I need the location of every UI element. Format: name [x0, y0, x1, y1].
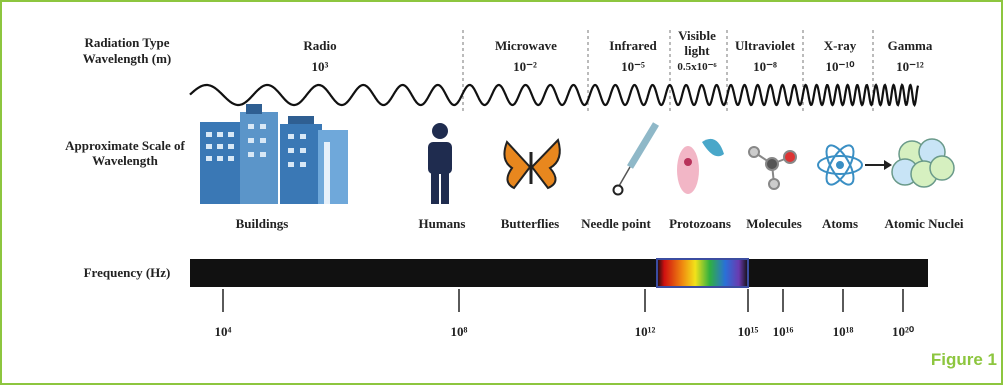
frequency-label: Frequency (Hz)	[62, 265, 192, 280]
protozoan-icon	[677, 139, 724, 194]
needle-icon	[614, 124, 657, 195]
band-wavelength: 10⁻¹²	[875, 59, 945, 74]
frequency-tick-label: 10⁴	[193, 324, 253, 339]
visible-spectrum	[657, 259, 748, 287]
molecule-icon	[749, 147, 796, 189]
butterfly-icon	[504, 140, 559, 188]
band-name: X-ray	[810, 38, 870, 53]
human-icon	[428, 123, 452, 204]
frequency-tick-label: 10¹²	[615, 324, 675, 339]
frequency-bar	[190, 259, 928, 287]
frequency-tick-label: 10¹⁶	[753, 324, 813, 339]
object-label: Atomic Nuclei	[874, 216, 974, 231]
object-label: Butterflies	[480, 216, 580, 231]
band-wavelength: 10³	[285, 59, 355, 74]
nucleus-icon	[892, 139, 954, 187]
frequency-tick-label: 10⁸	[429, 324, 489, 339]
band-name: Infrared	[603, 38, 663, 53]
band-name: Microwave	[495, 38, 555, 53]
band-wavelength: 10⁻⁸	[730, 59, 800, 74]
band-name: Visible light	[667, 28, 727, 58]
radiation-type-label: Radiation Type	[62, 35, 192, 50]
buildings-icon	[200, 104, 348, 204]
band-wavelength: 0.5x10⁻⁶	[662, 60, 732, 75]
band-name: Ultraviolet	[735, 38, 795, 53]
object-label: Humans	[392, 216, 492, 231]
frequency-ticks	[223, 289, 903, 312]
atom-icon	[818, 141, 862, 188]
frequency-tick-label: 10¹⁸	[813, 324, 873, 339]
band-wavelength: 10⁻¹⁰	[805, 59, 875, 74]
arrow	[865, 160, 892, 170]
figure-label: Figure 1	[931, 352, 997, 367]
band-wavelength: 10⁻²	[490, 59, 560, 74]
band-name: Gamma	[880, 38, 940, 53]
wave	[190, 85, 918, 105]
scale-label: Approximate Scale of Wavelength	[60, 138, 190, 168]
figure: Radiation Type Wavelength (m) Approximat…	[0, 0, 1003, 385]
frequency-tick-label: 10²⁰	[873, 324, 933, 339]
band-wavelength: 10⁻⁵	[598, 59, 668, 74]
object-label: Buildings	[212, 216, 312, 231]
band-name: Radio	[290, 38, 350, 53]
wavelength-label: Wavelength (m)	[62, 51, 192, 66]
